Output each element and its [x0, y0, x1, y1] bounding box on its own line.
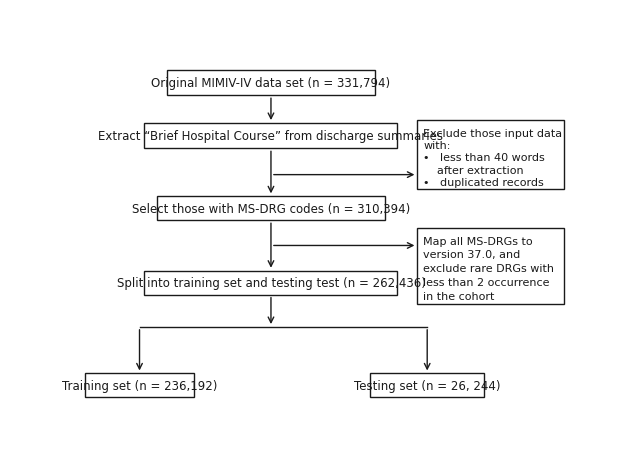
Text: after extraction: after extraction	[423, 165, 524, 175]
Text: less than 2 occurrence: less than 2 occurrence	[423, 277, 550, 287]
FancyBboxPatch shape	[145, 271, 397, 295]
FancyBboxPatch shape	[145, 123, 397, 149]
Text: Map all MS-DRGs to: Map all MS-DRGs to	[423, 236, 533, 246]
FancyBboxPatch shape	[417, 228, 564, 304]
Text: Extract “Brief Hospital Course” from discharge summaries: Extract “Brief Hospital Course” from dis…	[99, 130, 444, 143]
Text: with:: with:	[423, 140, 451, 151]
Text: in the cohort: in the cohort	[423, 291, 495, 301]
Text: Split into training set and testing test (n = 262,436): Split into training set and testing test…	[116, 277, 426, 290]
Text: Original MIMIV-IV data set (n = 331,794): Original MIMIV-IV data set (n = 331,794)	[152, 77, 390, 90]
Text: version 37.0, and: version 37.0, and	[423, 250, 520, 260]
FancyBboxPatch shape	[157, 197, 385, 221]
Text: •   less than 40 words: • less than 40 words	[423, 153, 545, 163]
FancyBboxPatch shape	[370, 374, 484, 397]
FancyBboxPatch shape	[85, 374, 194, 397]
Text: Exclude those input data: Exclude those input data	[423, 128, 563, 138]
FancyBboxPatch shape	[417, 120, 564, 190]
Text: Testing set (n = 26, 244): Testing set (n = 26, 244)	[354, 379, 500, 392]
Text: exclude rare DRGs with: exclude rare DRGs with	[423, 263, 554, 274]
Text: Training set (n = 236,192): Training set (n = 236,192)	[62, 379, 217, 392]
Text: Select those with MS-DRG codes (n = 310,394): Select those with MS-DRG codes (n = 310,…	[132, 202, 410, 215]
FancyBboxPatch shape	[167, 71, 375, 96]
Text: •   duplicated records: • duplicated records	[423, 178, 544, 188]
